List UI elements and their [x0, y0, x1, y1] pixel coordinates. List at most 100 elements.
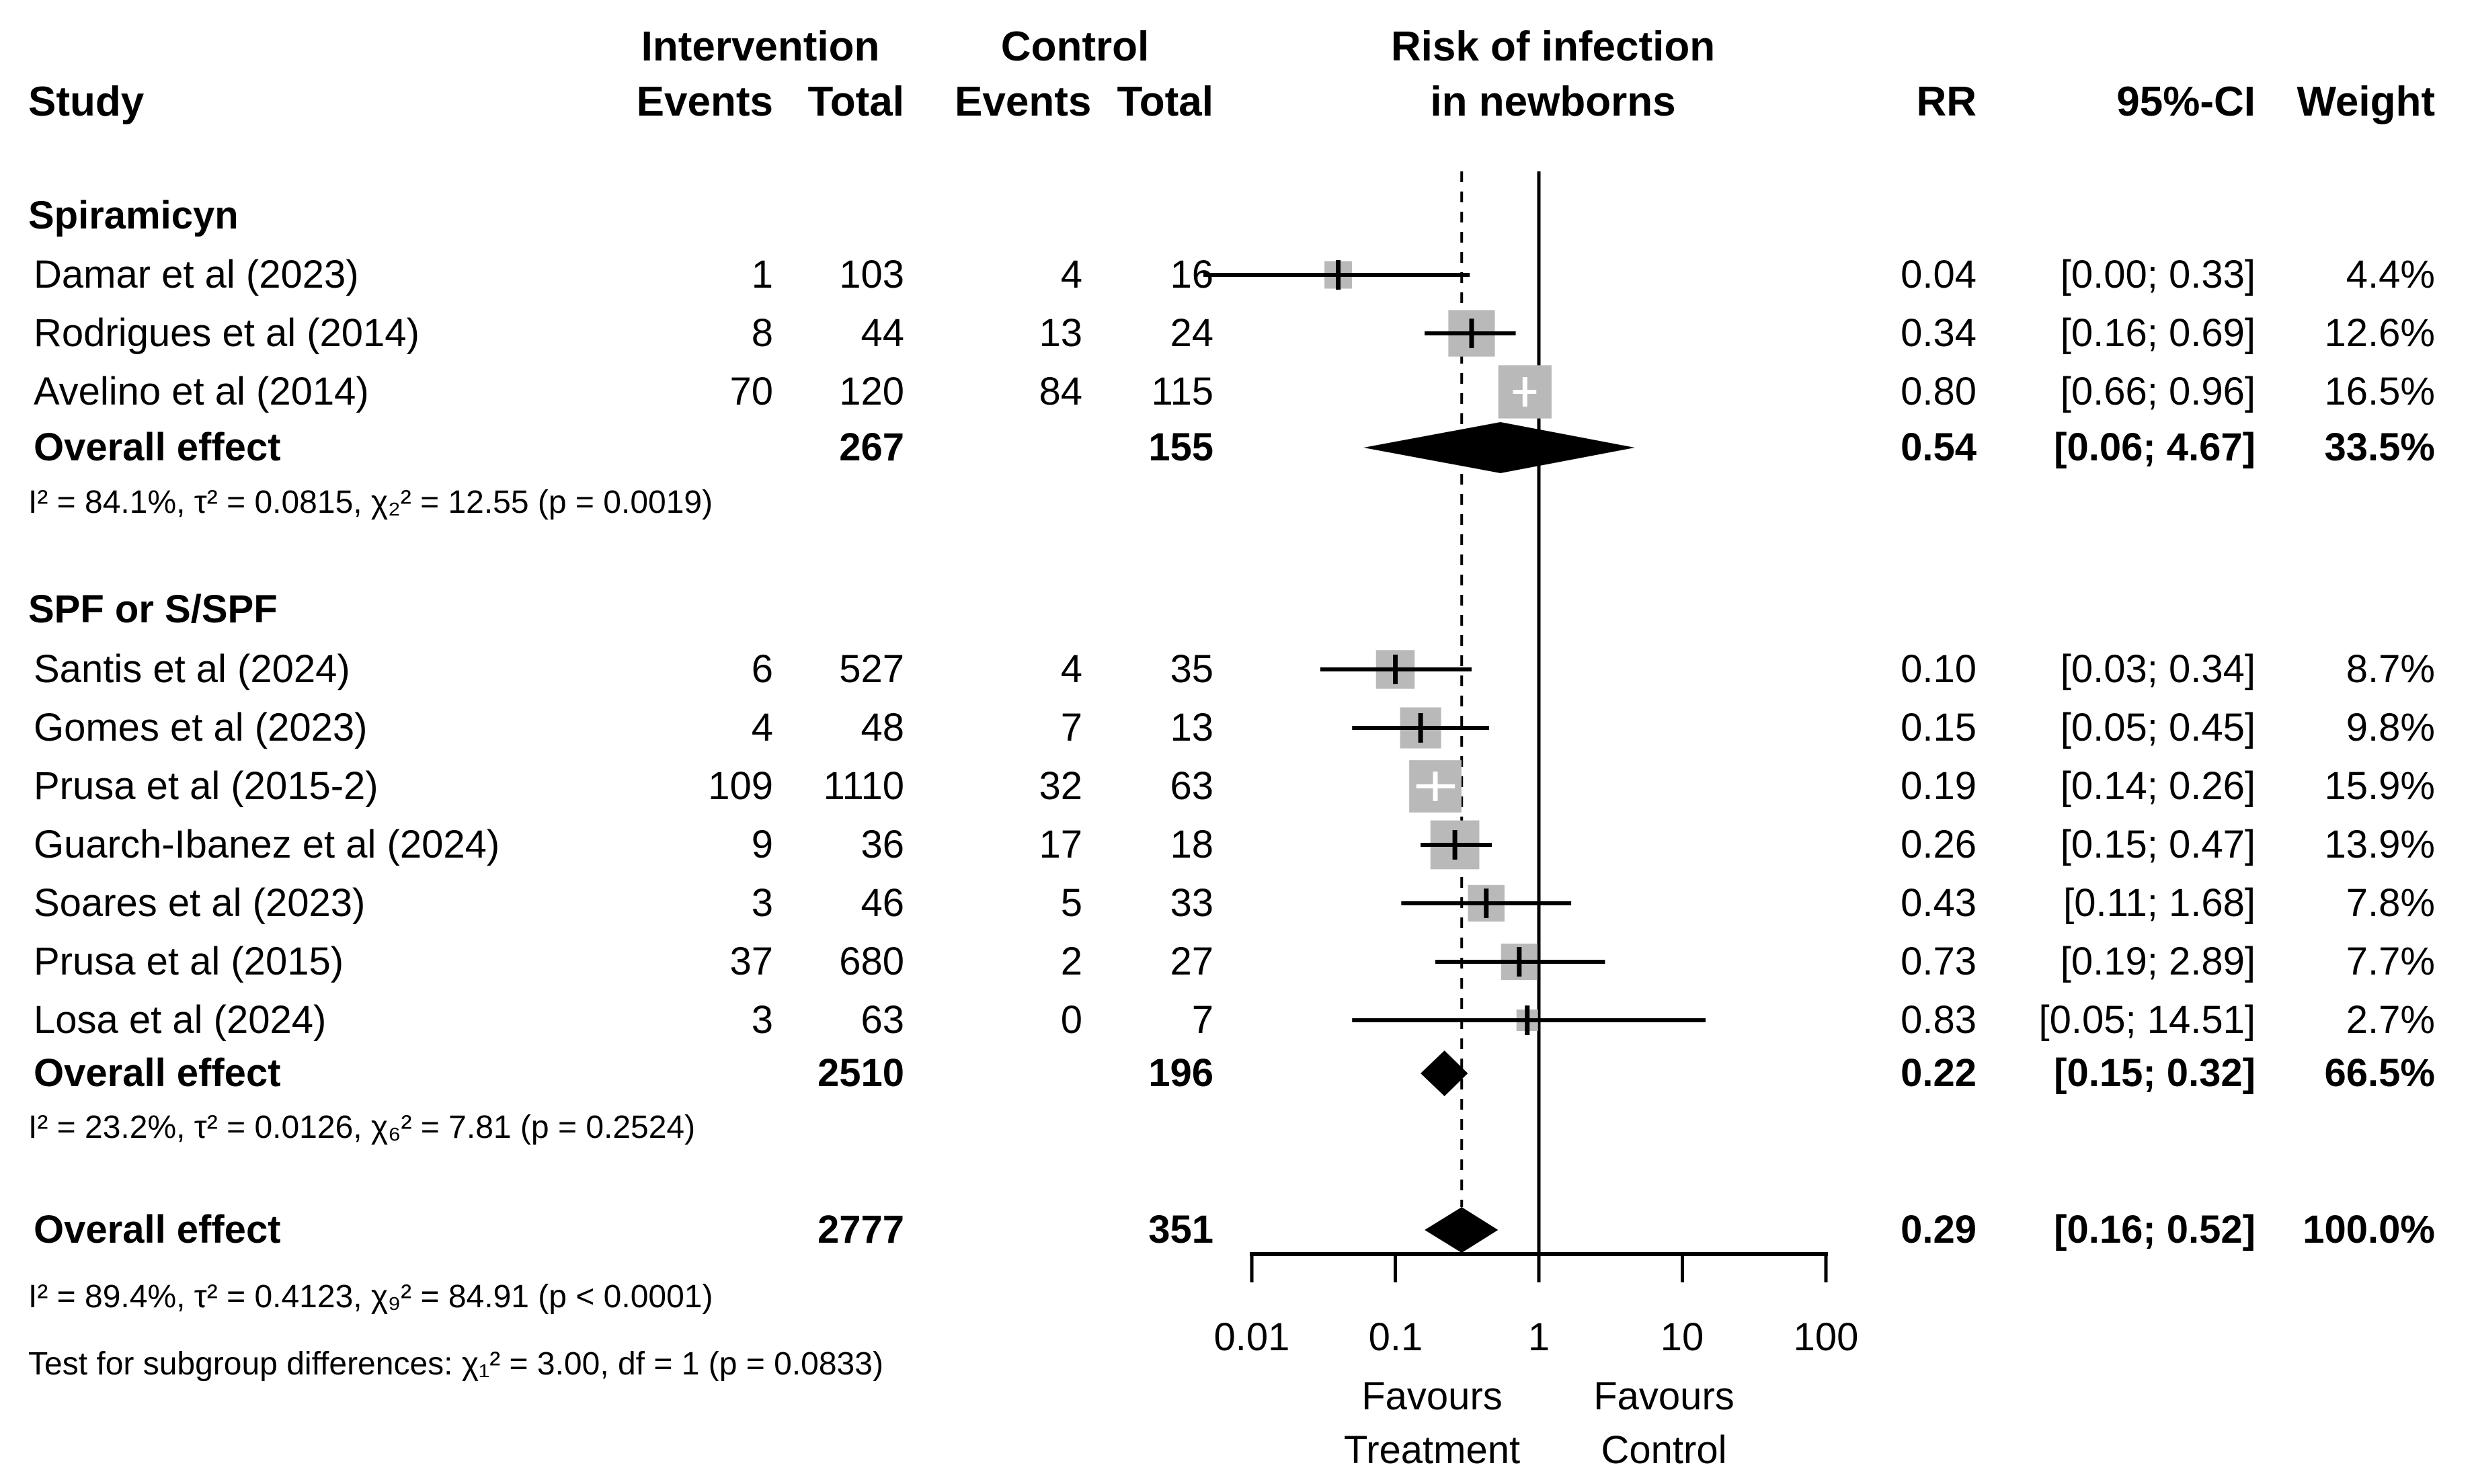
events-value: 6 — [751, 647, 773, 691]
weight-value: 33.5% — [2324, 425, 2435, 469]
heterogeneity-text: I² = 23.2%, τ² = 0.0126, χ₆² = 7.81 (p =… — [28, 1110, 696, 1145]
total-value: 1110 — [823, 764, 904, 808]
plot-title-line1: Risk of infection — [1390, 24, 1716, 70]
overall-label: Overall effect — [34, 1051, 281, 1095]
control-total-value: 63 — [1170, 764, 1213, 808]
weight-value: 100.0% — [2303, 1208, 2435, 1251]
ci-value: [0.03; 0.34] — [2060, 647, 2256, 691]
total-value: 527 — [839, 647, 904, 691]
rr-value: 0.73 — [1901, 940, 1977, 983]
rr-value: 0.54 — [1901, 425, 1977, 469]
weight-value: 4.4% — [2346, 253, 2435, 296]
total-value: 2510 — [817, 1051, 904, 1095]
study-label: Rodrigues et al (2014) — [34, 311, 420, 355]
control-events-value: 13 — [1039, 311, 1082, 355]
overall-label: Overall effect — [34, 1208, 281, 1251]
group-name: SPF or S/SPF — [28, 587, 278, 631]
ci-value: [0.06; 4.67] — [2054, 425, 2256, 469]
total-value: 46 — [861, 881, 904, 925]
ci-value: [0.16; 0.69] — [2060, 311, 2256, 355]
table-row: Santis et al (2024) 6 527 4 35 0.10 [0.0… — [0, 641, 2474, 698]
events-value: 37 — [729, 940, 773, 983]
ci-value: [0.16; 0.52] — [2054, 1208, 2256, 1251]
ci-value: [0.66; 0.96] — [2060, 370, 2256, 413]
control-total-value: 13 — [1170, 706, 1213, 749]
heterogeneity-text: I² = 89.4%, τ² = 0.4123, χ₉² = 84.91 (p … — [28, 1279, 713, 1315]
rr-value: 0.29 — [1901, 1208, 1977, 1251]
events-value: 4 — [751, 706, 773, 749]
favours-treatment-label: Treatment — [1343, 1428, 1521, 1472]
ci-value: [0.19; 2.89] — [2060, 940, 2256, 983]
study-label: Santis et al (2024) — [34, 647, 350, 691]
axis-tick-label: 10 — [1660, 1315, 1704, 1359]
col-header-intervention: Intervention — [641, 24, 880, 70]
ci-value: [0.14; 0.26] — [2060, 764, 2256, 808]
study-label: Prusa et al (2015-2) — [34, 764, 378, 808]
heterogeneity-row: I² = 84.1%, τ² = 0.0815, χ₂² = 12.55 (p … — [0, 475, 2474, 531]
grand-overall-row: Overall effect 2777 351 0.29 [0.16; 0.52… — [0, 1202, 2474, 1258]
axis-tick-label: 0.01 — [1213, 1315, 1290, 1359]
col-header-events-control: Events — [955, 79, 1092, 125]
weight-value: 2.7% — [2346, 998, 2435, 1042]
col-header-rr: RR — [1916, 79, 1977, 125]
events-value: 1 — [751, 253, 773, 296]
weight-value: 12.6% — [2324, 311, 2435, 355]
rr-value: 0.10 — [1901, 647, 1977, 691]
overall-label: Overall effect — [34, 425, 281, 469]
header-line2: Study Events Total Events Total in newbo… — [0, 74, 2474, 130]
table-row: Prusa et al (2015-2) 109 1110 32 63 0.19… — [0, 758, 2474, 815]
weight-value: 66.5% — [2324, 1051, 2435, 1095]
rr-value: 0.19 — [1901, 764, 1977, 808]
weight-value: 15.9% — [2324, 764, 2435, 808]
total-value: 120 — [839, 370, 904, 413]
table-row: Avelino et al (2014) 70 120 84 115 0.80 … — [0, 364, 2474, 420]
ci-value: [0.15; 0.32] — [2054, 1051, 2256, 1095]
study-label: Soares et al (2023) — [34, 881, 366, 925]
col-header-events-intervention: Events — [636, 79, 773, 125]
control-total-value: 7 — [1191, 998, 1213, 1042]
control-total-value: 115 — [1151, 370, 1213, 413]
rr-value: 0.34 — [1901, 311, 1977, 355]
col-header-ci: 95%-CI — [2116, 79, 2256, 125]
heterogeneity-text: I² = 84.1%, τ² = 0.0815, χ₂² = 12.55 (p … — [28, 485, 713, 520]
control-events-value: 32 — [1039, 764, 1082, 808]
table-row: Soares et al (2023) 3 46 5 33 0.43 [0.11… — [0, 875, 2474, 932]
weight-value: 7.7% — [2346, 940, 2435, 983]
control-events-value: 2 — [1060, 940, 1082, 983]
axis-tick-label: 1 — [1527, 1315, 1550, 1359]
plot-title-line2: in newborns — [1430, 79, 1676, 125]
events-value: 3 — [751, 881, 773, 925]
total-value: 63 — [861, 998, 904, 1042]
table-row: Prusa et al (2015) 37 680 2 27 0.73 [0.1… — [0, 934, 2474, 990]
control-total-value: 18 — [1170, 823, 1213, 866]
axis-tick-label: 100 — [1793, 1315, 1859, 1359]
col-header-study: Study — [28, 79, 145, 125]
ci-value: [0.00; 0.33] — [2060, 253, 2256, 296]
control-events-value: 4 — [1060, 253, 1082, 296]
favours-control-label: Control — [1601, 1428, 1727, 1472]
rr-value: 0.43 — [1901, 881, 1977, 925]
study-label: Gomes et al (2023) — [34, 706, 368, 749]
col-header-total-intervention: Total — [807, 79, 905, 125]
events-value: 9 — [751, 823, 773, 866]
control-events-value: 84 — [1039, 370, 1082, 413]
total-value: 103 — [839, 253, 904, 296]
events-value: 70 — [729, 370, 773, 413]
control-total-value: 16 — [1170, 253, 1213, 296]
col-header-control: Control — [1000, 24, 1150, 70]
table-row: Rodrigues et al (2014) 8 44 13 24 0.34 [… — [0, 305, 2474, 362]
ci-value: [0.05; 0.45] — [2060, 706, 2256, 749]
events-value: 3 — [751, 998, 773, 1042]
control-total-value: 24 — [1170, 311, 1213, 355]
table-row: Gomes et al (2023) 4 48 7 13 0.15 [0.05;… — [0, 700, 2474, 756]
rr-value: 0.83 — [1901, 998, 1977, 1042]
rr-value: 0.22 — [1901, 1051, 1977, 1095]
weight-value: 16.5% — [2324, 370, 2435, 413]
subgroup-overall-row: Overall effect 267 155 0.54 [0.06; 4.67]… — [0, 419, 2474, 476]
rr-value: 0.04 — [1901, 253, 1977, 296]
header-line1: Intervention Control Risk of infection — [0, 19, 2474, 75]
weight-value: 13.9% — [2324, 823, 2435, 866]
total-value: 680 — [839, 940, 904, 983]
ci-value: [0.11; 1.68] — [2063, 881, 2256, 925]
